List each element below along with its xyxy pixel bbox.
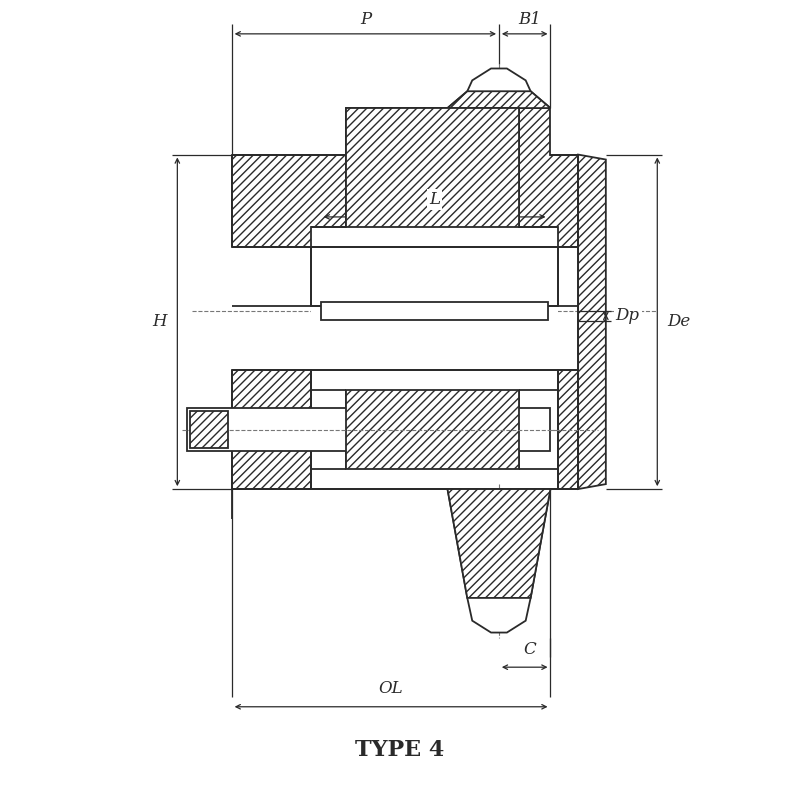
Text: TYPE 4: TYPE 4 — [355, 739, 445, 761]
Bar — [311, 370, 558, 489]
Polygon shape — [518, 108, 578, 246]
Polygon shape — [346, 390, 518, 470]
Polygon shape — [518, 370, 578, 489]
Text: H: H — [152, 314, 166, 330]
Text: C: C — [523, 641, 536, 658]
Polygon shape — [447, 489, 550, 633]
Bar — [232, 321, 578, 358]
Polygon shape — [447, 91, 550, 108]
Text: De: De — [667, 314, 690, 330]
Bar — [190, 411, 228, 449]
Polygon shape — [578, 154, 606, 489]
Bar — [311, 246, 558, 306]
Text: P: P — [360, 10, 371, 27]
Polygon shape — [232, 370, 346, 489]
Text: OL: OL — [378, 681, 403, 698]
Text: B1: B1 — [518, 10, 541, 27]
Polygon shape — [447, 69, 550, 108]
Bar — [321, 302, 549, 320]
Polygon shape — [232, 108, 447, 246]
Bar — [187, 408, 550, 451]
Text: L: L — [429, 190, 440, 208]
Text: Dp: Dp — [616, 307, 640, 324]
Bar — [311, 306, 558, 321]
Polygon shape — [447, 489, 550, 598]
Bar — [172, 24, 667, 737]
Polygon shape — [346, 108, 518, 227]
